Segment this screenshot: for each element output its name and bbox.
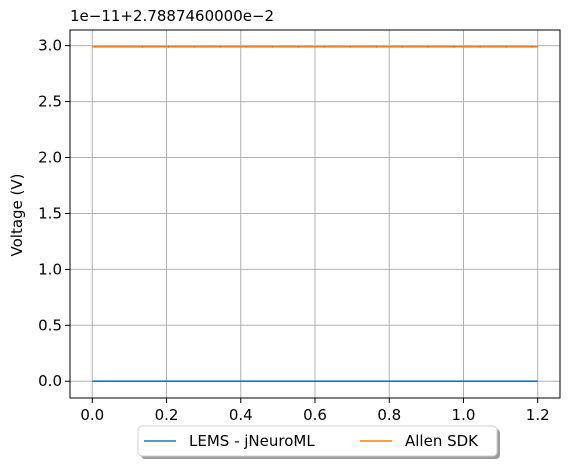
- x-tick-label: 0.2: [155, 406, 179, 424]
- x-tick-label: 1.0: [452, 406, 476, 424]
- legend-box: [137, 425, 498, 457]
- y-tick-label: 0.5: [38, 316, 62, 334]
- grid: [70, 30, 560, 398]
- x-tick-label: 0.8: [377, 406, 401, 424]
- y-tick-label: 2.5: [38, 93, 62, 111]
- y-tick-label: 1.0: [38, 260, 62, 278]
- legend-label-2: Allen SDK: [405, 432, 479, 450]
- plot-lines: [92, 45, 538, 383]
- x-tick-label: 1.2: [526, 406, 550, 424]
- y-tick-label: 2.0: [38, 149, 62, 167]
- y-tick-label: 0.0: [38, 372, 62, 390]
- legend-label-1: LEMS - jNeuroML: [189, 432, 315, 450]
- y-offset-label: 1e−11+2.7887460000e−2: [70, 7, 274, 25]
- y-tick-label: 3.0: [38, 37, 62, 55]
- y-tick-label: 1.5: [38, 204, 62, 222]
- x-tick-label: 0.6: [303, 406, 327, 424]
- legend: LEMS - jNeuroML Allen SDK: [137, 425, 500, 459]
- ticks: 0.0 0.2 0.4 0.6 0.8 1.0 1.2 0.0 0.5 1.0 1.5 2.0 2.5 3…: [38, 37, 550, 424]
- x-tick-label: 0.4: [229, 406, 253, 424]
- y-axis-label: Voltage (V): [8, 174, 26, 257]
- x-tick-label: 0.0: [80, 406, 104, 424]
